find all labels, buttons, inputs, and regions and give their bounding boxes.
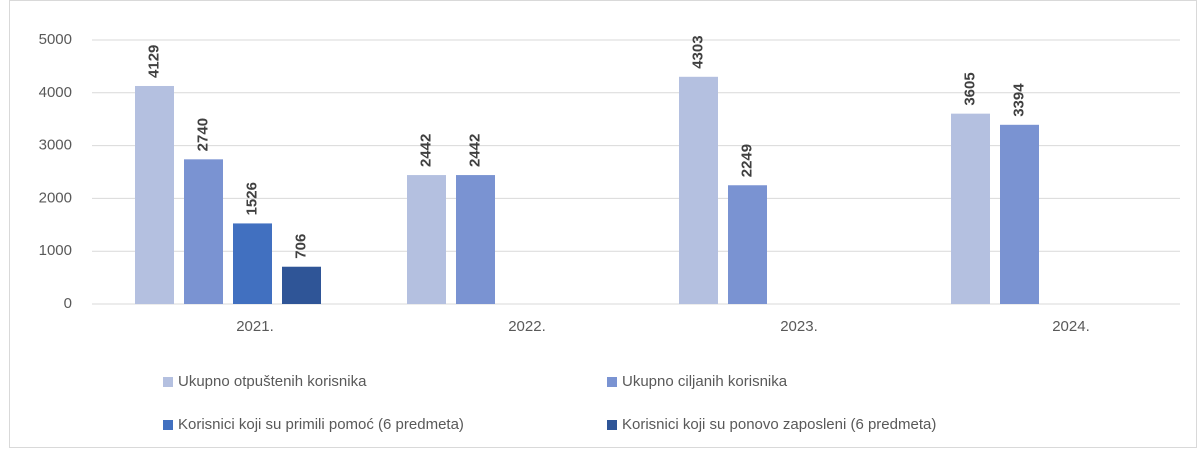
y-tick-label: 2000	[39, 189, 72, 206]
bar	[728, 185, 767, 304]
bar	[233, 223, 272, 304]
legend-label: Ukupno otpuštenih korisnika	[178, 373, 367, 390]
value-label: 2442	[417, 134, 434, 167]
value-label: 1526	[243, 182, 260, 215]
value-label: 4303	[689, 35, 706, 68]
value-label: 2442	[466, 134, 483, 167]
bar	[456, 175, 495, 304]
bar	[951, 113, 990, 304]
legend-marker	[607, 420, 617, 430]
value-label: 2249	[738, 144, 755, 177]
y-tick-label: 0	[64, 295, 72, 312]
x-tick-label: 2024.	[1052, 318, 1090, 335]
value-label: 4129	[145, 45, 162, 78]
y-tick-label: 3000	[39, 137, 72, 154]
bar	[679, 76, 718, 304]
bar	[407, 175, 446, 304]
value-label: 706	[292, 234, 309, 259]
bar	[135, 85, 174, 304]
bar	[1000, 124, 1039, 304]
legend-marker	[607, 377, 617, 387]
legend-label: Korisnici koji su primili pomoć (6 predm…	[178, 416, 464, 433]
x-tick-label: 2021.	[236, 318, 274, 335]
y-tick-label: 5000	[39, 31, 72, 48]
y-tick-label: 1000	[39, 242, 72, 259]
bar	[282, 266, 321, 304]
x-tick-label: 2022.	[508, 318, 546, 335]
y-tick-label: 4000	[39, 84, 72, 101]
chart-border	[9, 0, 1197, 448]
value-label: 2740	[194, 118, 211, 151]
legend-label: Ukupno ciljanih korisnika	[622, 373, 788, 390]
legend-label: Korisnici koji su ponovo zaposleni (6 pr…	[622, 416, 936, 433]
value-label: 3394	[1010, 83, 1027, 117]
bar	[184, 159, 223, 304]
x-tick-label: 2023.	[780, 318, 818, 335]
value-label: 3605	[961, 72, 978, 105]
legend-marker	[163, 377, 173, 387]
legend-marker	[163, 420, 173, 430]
